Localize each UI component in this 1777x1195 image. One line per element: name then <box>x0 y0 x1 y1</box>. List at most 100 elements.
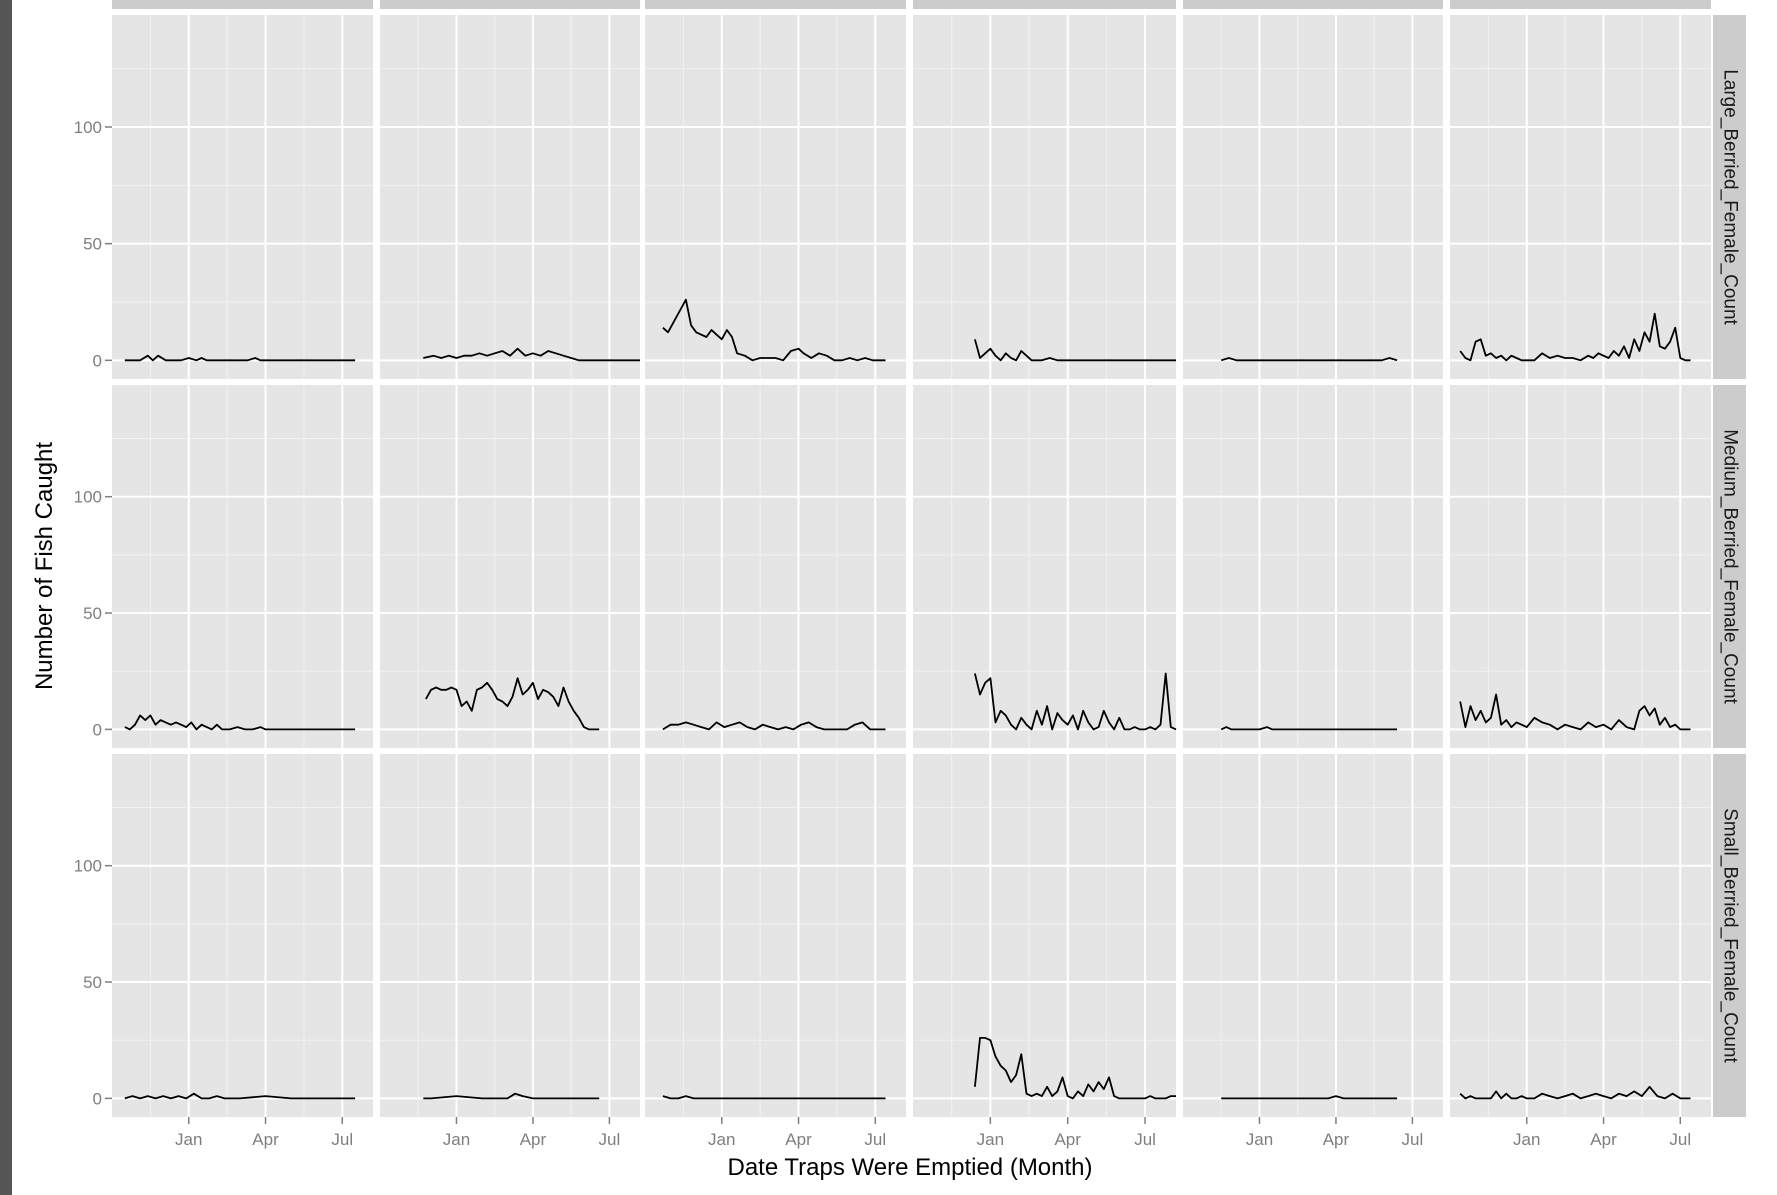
panel-r3-c5 <box>1183 754 1443 1117</box>
series-line-r1-c4 <box>974 339 1176 362</box>
series-line-r3-c5 <box>1221 1095 1398 1100</box>
panel-background <box>645 15 906 379</box>
panel-r1-c1 <box>112 15 373 379</box>
y-tick-label: 0 <box>93 1089 102 1108</box>
column-strip-1 <box>112 0 373 9</box>
x-axis-title: Date Traps Were Emptied (Month) <box>727 1154 1092 1181</box>
series-line-r1-c5 <box>1220 357 1398 362</box>
series-line-r2-c5 <box>1220 726 1398 731</box>
column-strip-4 <box>913 0 1176 9</box>
panel-background <box>1183 15 1443 379</box>
panel-background <box>1450 15 1711 379</box>
panel-r3-c6 <box>1450 754 1711 1117</box>
panel-background <box>913 754 1176 1117</box>
y-tick-label: 100 <box>74 118 102 137</box>
panel-r1-c2 <box>380 15 640 379</box>
column-strip-2 <box>380 0 640 9</box>
x-tick-label: Jan <box>443 1130 470 1149</box>
panel-r3-c3 <box>645 754 906 1117</box>
y-axis-title: Number of Fish Caught <box>31 442 58 690</box>
x-tick-label: Jan <box>175 1130 202 1149</box>
y-tick-label: 100 <box>74 857 102 876</box>
panels-layer <box>112 15 1711 1117</box>
series-line-r3-c1 <box>124 1092 356 1100</box>
panel-background <box>913 385 1176 748</box>
row-strip-label: Large_Berried_Female_Count <box>1719 69 1740 325</box>
panel-r2-c4 <box>913 385 1177 748</box>
series-line-r3-c6 <box>1459 1085 1691 1100</box>
row-strip-background <box>1713 754 1746 1117</box>
column-strip-3 <box>645 0 906 9</box>
x-tick-label: Jul <box>864 1130 886 1149</box>
panel-background <box>112 754 373 1117</box>
x-tick-label: Apr <box>785 1130 812 1149</box>
x-tick-label: Jan <box>977 1130 1004 1149</box>
series-line-r3-c2 <box>423 1092 600 1100</box>
panel-background <box>1450 754 1711 1117</box>
row-strip-3: Small_Berried_Female_Count <box>1713 754 1746 1117</box>
window-frame-edge <box>0 0 12 1195</box>
panel-r2-c6 <box>1450 385 1711 748</box>
row-strip-label: Small_Berried_Female_Count <box>1719 808 1740 1063</box>
y-tick-label: 100 <box>74 488 102 507</box>
row-strip-2: Medium_Berried_Female_Count <box>1713 385 1746 748</box>
x-tick-label: Jul <box>1669 1130 1691 1149</box>
strips-layer: Large_Berried_Female_Count Medium_Berried… <box>112 0 1746 1117</box>
panel-r3-c4 <box>913 754 1176 1117</box>
column-strip-6 <box>1450 0 1711 9</box>
panel-background <box>112 15 373 379</box>
y-tick-label: 0 <box>93 720 102 739</box>
series-line-r1-c3 <box>662 298 886 362</box>
panel-background <box>380 754 640 1117</box>
column-strip-5 <box>1183 0 1443 9</box>
x-tick-label: Jan <box>1246 1130 1273 1149</box>
row-strip-background <box>1713 385 1746 748</box>
y-tick-label: 50 <box>83 604 102 623</box>
x-tick-label: Jan <box>1513 1130 1540 1149</box>
panel-background <box>112 385 373 748</box>
x-tick-label: Jul <box>1134 1130 1156 1149</box>
y-tick-label: 0 <box>93 351 102 370</box>
series-line-r1-c6 <box>1459 312 1691 362</box>
panel-background <box>1183 385 1443 748</box>
x-tick-label: Apr <box>1323 1130 1350 1149</box>
x-axis-layer: Jan Apr Jul Jan Apr Jul Jan Apr Jul Jan Apr Jul Jan A… <box>175 1117 1691 1149</box>
panel-r1-c4 <box>913 15 1176 379</box>
x-tick-label: Jul <box>331 1130 353 1149</box>
x-tick-label: Apr <box>1590 1130 1617 1149</box>
x-tick-label: Jul <box>599 1130 621 1149</box>
y-axis-layer: 0 50 100 0 50 100 0 50 100 <box>74 118 112 1108</box>
row-strip-1: Large_Berried_Female_Count <box>1713 15 1746 379</box>
panel-r1-c6 <box>1450 15 1711 379</box>
series-line-r1-c1 <box>124 354 356 362</box>
panel-r2-c1 <box>112 385 373 748</box>
row-strip-label: Medium_Berried_Female_Count <box>1719 429 1740 704</box>
x-tick-label: Apr <box>252 1130 279 1149</box>
series-line-r3-c4 <box>974 1037 1176 1100</box>
panel-background <box>645 385 906 748</box>
panel-background <box>1183 754 1443 1117</box>
x-tick-label: Jan <box>708 1130 735 1149</box>
series-line-r2-c6 <box>1459 693 1691 731</box>
panel-background <box>645 754 906 1117</box>
series-line-r2-c3 <box>662 721 886 731</box>
row-strip-background <box>1713 15 1746 379</box>
panel-r2-c2 <box>380 385 640 748</box>
series-line-r2-c2 <box>425 677 600 731</box>
panel-background <box>1450 385 1711 748</box>
panel-background <box>913 15 1176 379</box>
x-tick-label: Jul <box>1402 1130 1424 1149</box>
x-tick-label: Apr <box>1054 1130 1081 1149</box>
panel-r2-c3 <box>645 385 906 748</box>
y-tick-label: 50 <box>83 235 102 254</box>
y-tick-label: 50 <box>83 973 102 992</box>
series-line-r1-c2 <box>423 347 640 362</box>
series-line-r3-c3 <box>662 1095 886 1100</box>
panel-background <box>380 385 640 748</box>
panel-r1-c5 <box>1183 15 1443 379</box>
series-line-r2-c1 <box>124 714 356 731</box>
panel-background <box>380 15 640 379</box>
series-line-r2-c4 <box>974 672 1177 731</box>
